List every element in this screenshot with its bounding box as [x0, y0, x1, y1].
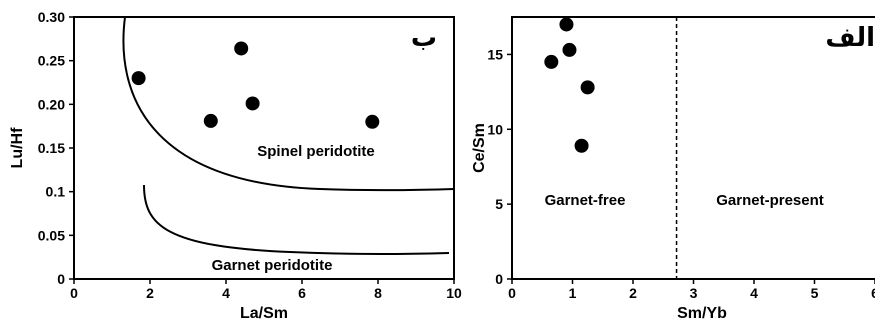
left-x-tick-label: 2: [146, 285, 154, 301]
right-x-tick-label: 5: [811, 285, 819, 301]
left-point-3: [245, 96, 260, 111]
right-chart: 0 1 2 3 4 5 6 0 5 10 15 Garnet-free Garnet-presen…: [471, 16, 875, 322]
left-points: [131, 41, 380, 129]
right-plot-frame: [511, 16, 875, 280]
left-y-tick-label: 0.25: [38, 53, 65, 69]
right-x-tick-label: 0: [508, 285, 516, 301]
left-x-ticks: 0 2 4 6 8 10: [70, 279, 462, 301]
left-y-axis-label: Lu/Hf: [9, 127, 26, 169]
right-x-tick-label: 6: [871, 285, 875, 301]
left-x-tick-label: 8: [374, 285, 382, 301]
right-y-tick-label: 0: [495, 271, 503, 287]
left-point-1: [234, 41, 249, 56]
right-y-ticks: 0 5 10 15: [487, 46, 512, 287]
left-y-tick-label: 0.20: [38, 96, 65, 112]
right-x-tick-label: 4: [750, 285, 758, 301]
left-x-axis-label: La/Sm: [240, 305, 288, 322]
left-point-0: [131, 71, 146, 86]
left-x-tick-label: 10: [446, 285, 462, 301]
left-y-ticks: 0 0.05 0.1 0.15 0.20 0.25 0.30: [38, 9, 74, 287]
right-y-tick-label: 10: [487, 121, 503, 137]
right-point-1: [562, 42, 577, 57]
right-point-3: [580, 80, 595, 95]
right-x-axis-label: Sm/Yb: [677, 305, 727, 322]
right-points: [544, 17, 595, 153]
right-point-0: [559, 17, 574, 32]
right-y-tick-label: 15: [487, 46, 503, 62]
right-x-tick-label: 1: [569, 285, 577, 301]
garnet-present-label: Garnet-present: [716, 192, 824, 209]
right-point-2: [544, 54, 559, 69]
left-point-2: [203, 113, 218, 128]
left-y-tick-label: 0.15: [38, 140, 65, 156]
left-point-4: [365, 114, 380, 129]
left-y-tick-label: 0.05: [38, 227, 65, 243]
right-panel-letter: الف: [825, 23, 875, 53]
left-x-tick-label: 6: [298, 285, 306, 301]
right-x-tick-label: 3: [690, 285, 698, 301]
right-x-ticks: 0 1 2 3 4 5 6: [508, 279, 875, 301]
garnet-peridotite-label: Garnet peridotite: [212, 257, 333, 274]
left-y-tick-label: 0.1: [46, 184, 66, 200]
left-x-tick-label: 4: [222, 285, 230, 301]
right-point-4: [574, 138, 589, 153]
garnet-peridotite-curve: [143, 184, 450, 255]
left-panel-letter: ب: [411, 23, 437, 53]
left-x-tick-label: 0: [70, 285, 78, 301]
spinel-peridotite-label: Spinel peridotite: [257, 143, 375, 160]
spinel-peridotite-curve: [122, 16, 455, 192]
left-y-tick-label: 0: [57, 271, 65, 287]
garnet-free-label: Garnet-free: [545, 192, 626, 209]
right-x-tick-label: 2: [629, 285, 637, 301]
right-y-axis-label: Ce/Sm: [471, 123, 488, 173]
left-y-tick-label: 0.30: [38, 9, 65, 25]
left-chart: 0 2 4 6 8 10 0 0.05 0.1 0.15 0.20 0.25 0.30 Spinel …: [9, 9, 462, 322]
right-y-tick-label: 5: [495, 196, 503, 212]
